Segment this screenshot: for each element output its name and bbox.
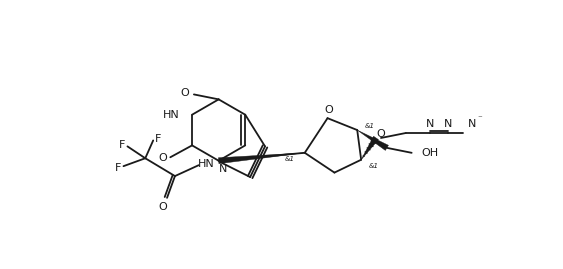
Text: &1: &1: [365, 123, 375, 129]
Text: F: F: [119, 140, 126, 150]
Text: N: N: [426, 119, 435, 129]
Text: N: N: [218, 164, 227, 174]
Text: N: N: [468, 119, 476, 129]
Text: ⁻: ⁻: [477, 115, 482, 124]
Text: N: N: [444, 119, 453, 129]
Text: F: F: [115, 163, 122, 173]
Text: O: O: [324, 105, 333, 115]
Text: O: O: [158, 153, 167, 163]
Text: O: O: [181, 89, 189, 98]
Text: &1: &1: [285, 156, 295, 162]
Text: &1: &1: [369, 163, 379, 169]
Text: OH: OH: [422, 148, 439, 158]
Polygon shape: [218, 153, 305, 164]
Polygon shape: [361, 136, 378, 160]
Polygon shape: [357, 130, 388, 150]
Text: F: F: [155, 134, 162, 144]
Text: O: O: [159, 202, 167, 212]
Text: HN: HN: [163, 110, 179, 120]
Text: O: O: [377, 129, 385, 139]
Text: HN: HN: [198, 159, 215, 169]
